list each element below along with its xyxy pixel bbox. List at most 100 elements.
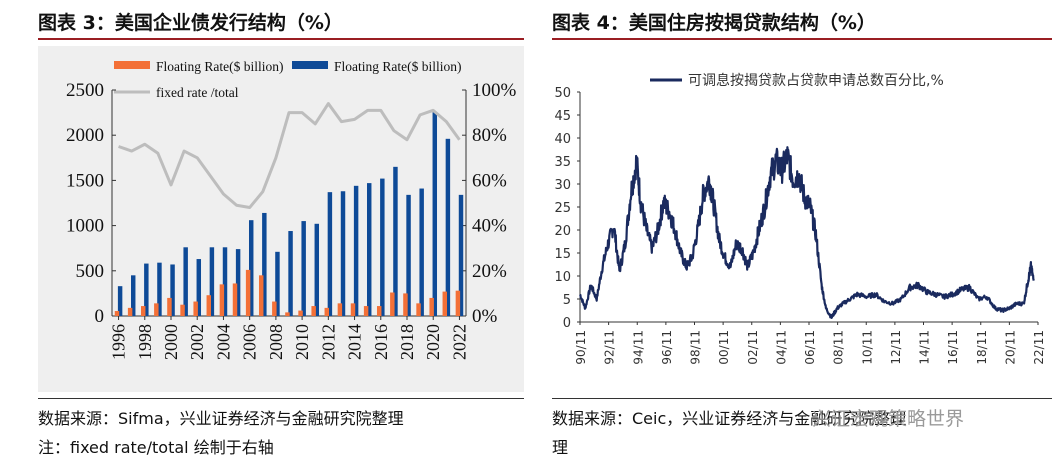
bar-floating-blue	[262, 212, 267, 316]
right-x-tick-label: 18/11	[975, 330, 989, 365]
bar-floating-blue	[432, 111, 438, 316]
y-right-tick-label: 0%	[472, 306, 498, 327]
x-tick-label: 1996	[109, 324, 129, 360]
y-left-tick-label: 2500	[66, 80, 104, 101]
right-x-tick-label: 04/11	[774, 330, 788, 365]
bar-floating-orange	[429, 297, 434, 316]
right-chart: 0 5 10 15 20 25 30 35 40 45 50 90/11 92/11 94/11 96/11…	[554, 72, 1046, 365]
bar-floating-blue	[117, 286, 123, 316]
legend-label: Floating Rate($ billion)	[334, 59, 462, 74]
bar-floating-blue	[340, 191, 346, 316]
bar-floating-blue	[301, 221, 306, 316]
right-source-cont: 理	[552, 434, 568, 458]
left-chart-title: 图表 3：美国企业债发行结构（%）	[38, 12, 343, 34]
legend-label: fixed rate /total	[156, 85, 239, 100]
right-x-tick-label: 98/11	[689, 330, 703, 365]
legend-swatch	[292, 61, 328, 69]
right-bottom-rule	[552, 398, 1052, 399]
right-x-tick-label: 06/11	[803, 330, 817, 365]
legend-label: Floating Rate($ billion)	[156, 59, 284, 74]
right-y-tick-label: 10	[554, 270, 571, 285]
right-x-tick-label: 02/11	[746, 330, 760, 365]
x-tick-label: 2002	[187, 324, 207, 360]
bar-floating-blue	[406, 194, 411, 316]
right-y-tick-label: 15	[554, 247, 571, 262]
bar-floating-orange	[245, 269, 251, 316]
x-tick-label: 2016	[371, 324, 391, 360]
bar-floating-blue	[209, 247, 215, 316]
bar-floating-blue	[366, 183, 372, 316]
right-source-cont-text: 理	[552, 438, 569, 457]
bar-floating-blue	[353, 185, 359, 316]
y-right-tick-label: 20%	[472, 261, 507, 282]
line-arm-share	[579, 146, 1035, 319]
x-tick-label: 2020	[423, 324, 443, 360]
bar-floating-orange	[180, 304, 185, 316]
bar-floating-orange	[350, 303, 356, 316]
right-y-tick-label: 45	[554, 109, 571, 124]
bar-floating-blue	[445, 138, 451, 316]
right-source: 数据来源：Ceic，兴业证券经济与金融研究院整理	[552, 405, 906, 429]
bar-floating-blue	[157, 262, 162, 316]
bar-floating-blue	[130, 275, 136, 316]
bar-floating-blue	[419, 188, 424, 316]
bar-floating-blue	[248, 220, 254, 316]
bar-floating-orange	[324, 307, 330, 316]
bar-floating-blue	[380, 178, 385, 316]
right-y-tick-label: 50	[554, 86, 571, 101]
right-x-tick-label: 90/11	[574, 330, 588, 365]
right-x-tick-label: 08/11	[832, 330, 846, 365]
right-x-tick-label: 94/11	[631, 330, 645, 365]
left-plot-background	[38, 46, 524, 392]
bar-floating-blue	[183, 247, 188, 316]
right-x-tick-label: 12/11	[889, 330, 903, 365]
right-y-tick-label: 35	[554, 155, 571, 170]
x-tick-label: 2022	[449, 324, 469, 360]
y-left-tick-label: 2000	[66, 125, 104, 146]
bar-floating-blue	[275, 251, 280, 316]
bar-floating-orange	[376, 306, 382, 316]
bar-floating-blue	[144, 263, 149, 316]
right-x-tick-label: 96/11	[660, 330, 674, 365]
bar-floating-blue	[196, 259, 202, 316]
y-right-tick-label: 80%	[472, 125, 507, 146]
left-source: 数据来源：Sifma，兴业证券经济与金融研究院整理	[38, 405, 404, 429]
y-left-tick-label: 0	[95, 306, 105, 327]
bar-floating-orange	[114, 311, 120, 316]
right-x-tick-label: 92/11	[603, 330, 617, 365]
right-y-tick-label: 0	[563, 316, 571, 331]
right-x-tick-label: 20/11	[1003, 330, 1017, 365]
x-tick-label: 1998	[135, 324, 155, 360]
left-note: 注：fixed rate/total 绘制于右轴	[38, 434, 274, 458]
right-y-tick-label: 30	[554, 178, 571, 193]
right-x-tick-label: 10/11	[860, 330, 874, 365]
y-right-tick-label: 40%	[472, 216, 507, 237]
bar-floating-orange	[442, 291, 448, 316]
bar-floating-blue	[235, 249, 241, 316]
line-fixed-rate-total	[118, 102, 461, 210]
right-y-tick-label: 40	[554, 132, 571, 147]
right-chart-title: 图表 4：美国住房按揭贷款结构（%）	[552, 12, 876, 34]
bar-floating-blue	[327, 192, 333, 316]
bar-floating-orange	[337, 303, 343, 316]
bar-floating-orange	[232, 283, 238, 316]
right-x-tick-label: 22/11	[1032, 330, 1046, 365]
right-source-text: 数据来源：Ceic，兴业证券经济与金融研究院整理	[552, 409, 907, 428]
x-tick-label: 2006	[240, 324, 260, 360]
right-y-tick-label: 25	[554, 201, 571, 216]
x-tick-label: 2012	[318, 324, 338, 360]
bar-floating-blue	[170, 264, 175, 316]
y-left-tick-label: 1000	[66, 216, 104, 237]
bar-floating-orange	[298, 310, 303, 316]
bar-floating-blue	[458, 194, 464, 316]
bar-floating-orange	[206, 295, 212, 316]
bar-floating-orange	[363, 306, 369, 316]
left-bottom-rule	[38, 398, 524, 399]
left-title-rule	[38, 38, 524, 40]
bar-floating-orange	[285, 312, 290, 316]
bar-floating-orange	[219, 284, 225, 316]
x-tick-label: 2018	[397, 324, 417, 360]
x-tick-label: 2014	[345, 324, 365, 360]
right-y-tick-label: 20	[554, 224, 571, 239]
